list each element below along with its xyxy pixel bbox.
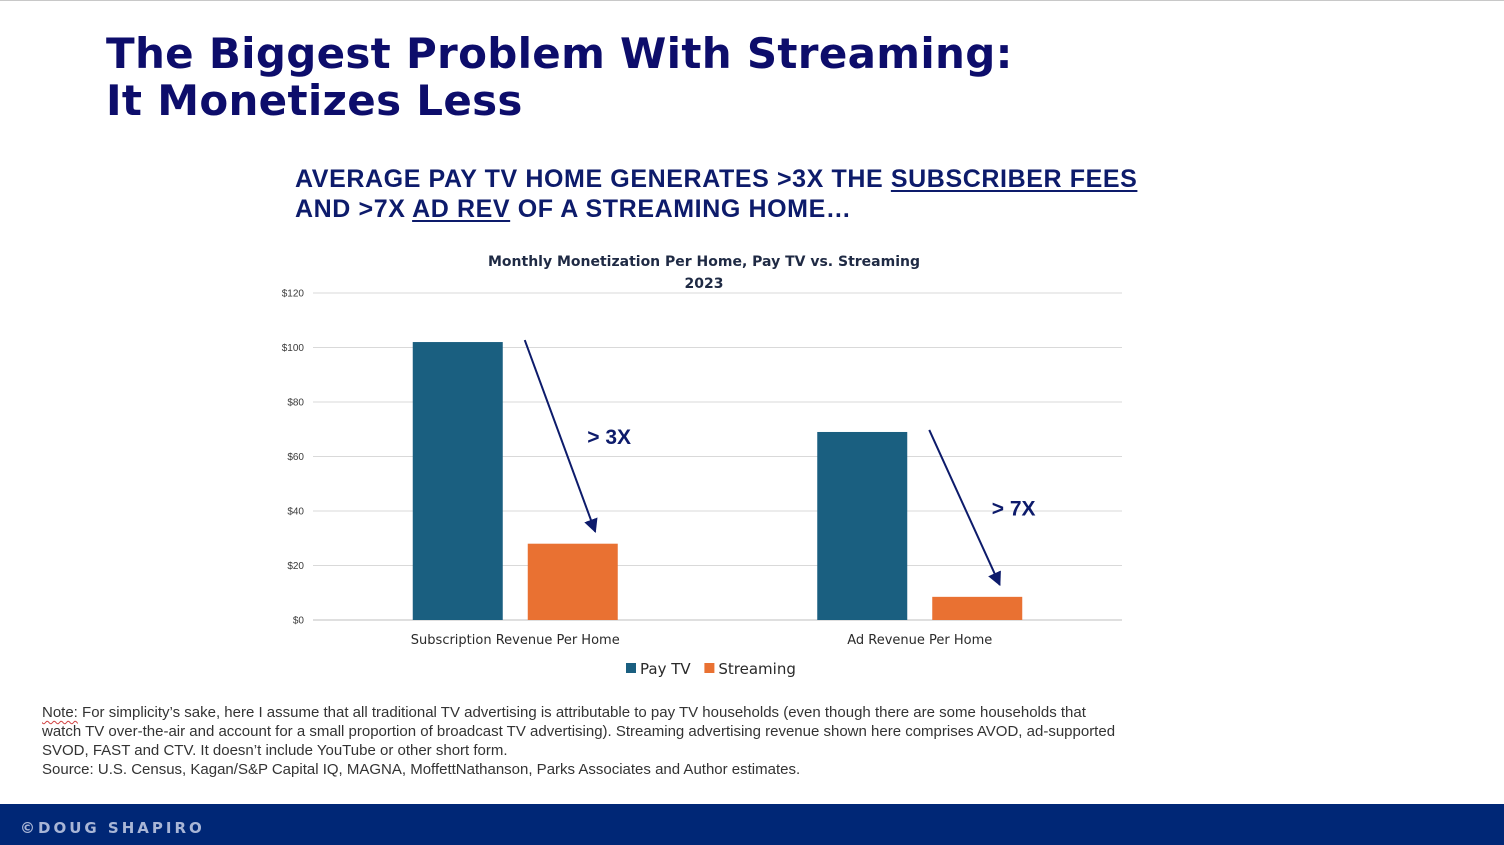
y-tick-label: $60 bbox=[287, 452, 304, 463]
arrow bbox=[928, 429, 1001, 587]
source-text: Source: U.S. Census, Kagan/S&P Capital I… bbox=[42, 761, 801, 778]
subtitle-underline-subscriber-fees: SUBSCRIBER FEES bbox=[890, 165, 1138, 193]
footer-bar: ©DOUG SHAPIRO bbox=[0, 804, 1504, 845]
footer-copyright: ©DOUG SHAPIRO bbox=[20, 819, 205, 837]
x-axis-categories: Subscription Revenue Per Home Ad Revenue … bbox=[411, 633, 992, 648]
top-rule bbox=[0, 0, 1504, 1]
legend-swatch bbox=[704, 663, 715, 673]
arrow bbox=[523, 339, 598, 534]
bar-streaming bbox=[932, 596, 1023, 620]
y-tick-label: $100 bbox=[282, 343, 305, 354]
bar-pay-tv bbox=[817, 431, 908, 620]
y-tick-label: $120 bbox=[282, 289, 305, 300]
callouts: > 3X > 7X bbox=[587, 426, 1035, 521]
subtitle-part3: OF A STREAMING HOME… bbox=[510, 195, 852, 223]
bar-pay-tv bbox=[412, 342, 503, 620]
legend-label: Pay TV bbox=[640, 660, 691, 678]
y-tick-label: $40 bbox=[287, 507, 304, 518]
note-text: Note: For simplicity’s sake, here I assu… bbox=[42, 703, 1122, 760]
slide-title-line1: The Biggest Problem With Streaming: bbox=[106, 29, 1013, 78]
bar-chart: Monthly Monetization Per Home, Pay TV vs… bbox=[282, 254, 1122, 678]
legend-swatch bbox=[626, 663, 636, 673]
category-label: Ad Revenue Per Home bbox=[847, 633, 992, 648]
legend: Pay TV Streaming bbox=[626, 660, 796, 678]
footnote: Note: For simplicity’s sake, here I assu… bbox=[42, 703, 1122, 779]
chart-subtitle: 2023 bbox=[685, 276, 724, 292]
chart-title: Monthly Monetization Per Home, Pay TV vs… bbox=[488, 254, 920, 270]
category-label: Subscription Revenue Per Home bbox=[411, 633, 620, 648]
subtitle-part1: AVERAGE PAY TV HOME GENERATES >3X THE bbox=[295, 165, 891, 193]
y-tick-label: $0 bbox=[293, 616, 305, 627]
note-label: Note: bbox=[42, 704, 78, 721]
y-axis-ticks: $0 $20 $40 $60 $80 $100 $120 bbox=[282, 289, 305, 627]
arrows bbox=[523, 339, 1001, 587]
y-tick-label: $80 bbox=[287, 398, 304, 409]
callout-label: > 3X bbox=[587, 426, 631, 449]
bar-streaming bbox=[527, 543, 618, 620]
subtitle-part2: AND >7X bbox=[295, 195, 413, 223]
slide-title-line2: It Monetizes Less bbox=[106, 76, 523, 125]
callout-label: > 7X bbox=[992, 497, 1036, 520]
slide-subtitle: AVERAGE PAY TV HOME GENERATES >3X THE SU… bbox=[295, 164, 1155, 224]
legend-label: Streaming bbox=[718, 660, 795, 678]
y-tick-label: $20 bbox=[287, 561, 304, 572]
slide-title: The Biggest Problem With Streaming: It M… bbox=[106, 30, 1013, 124]
note-body: For simplicity’s sake, here I assume tha… bbox=[42, 704, 1116, 759]
subtitle-underline-ad-rev: AD REV bbox=[412, 195, 511, 223]
bars bbox=[412, 342, 1023, 620]
